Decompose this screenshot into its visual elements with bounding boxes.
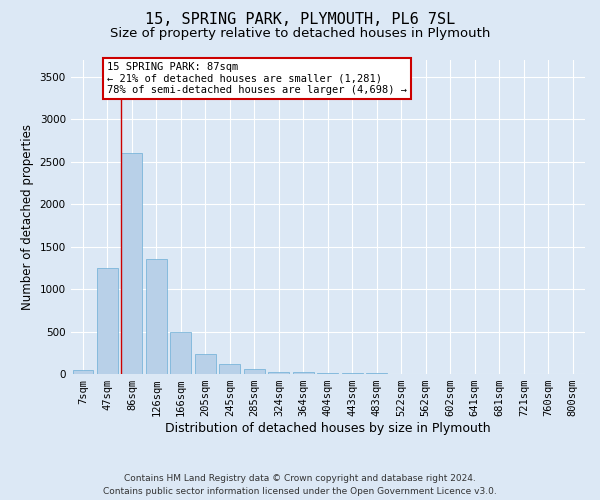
Bar (317, 373, 338, 374)
Bar (121, 154, 142, 374)
Bar (367, 373, 387, 374)
Y-axis label: Number of detached properties: Number of detached properties (21, 124, 34, 310)
Text: Size of property relative to detached houses in Plymouth: Size of property relative to detached ho… (110, 28, 490, 40)
Text: Contains HM Land Registry data © Crown copyright and database right 2024.
Contai: Contains HM Land Registry data © Crown c… (103, 474, 497, 496)
Bar (195, 354, 216, 374)
Bar (146, 260, 167, 374)
Text: 15, SPRING PARK, PLYMOUTH, PL6 7SL: 15, SPRING PARK, PLYMOUTH, PL6 7SL (145, 12, 455, 28)
Bar (73, 370, 94, 374)
X-axis label: Distribution of detached houses by size in Plymouth: Distribution of detached houses by size … (165, 422, 491, 435)
Bar (97, 268, 118, 374)
Text: 15 SPRING PARK: 87sqm
← 21% of detached houses are smaller (1,281)
78% of semi-d: 15 SPRING PARK: 87sqm ← 21% of detached … (107, 62, 407, 95)
Bar (170, 332, 191, 374)
Bar (244, 370, 265, 374)
Bar (293, 372, 314, 374)
Bar (342, 373, 363, 374)
Bar (268, 372, 289, 374)
Bar (220, 364, 240, 374)
